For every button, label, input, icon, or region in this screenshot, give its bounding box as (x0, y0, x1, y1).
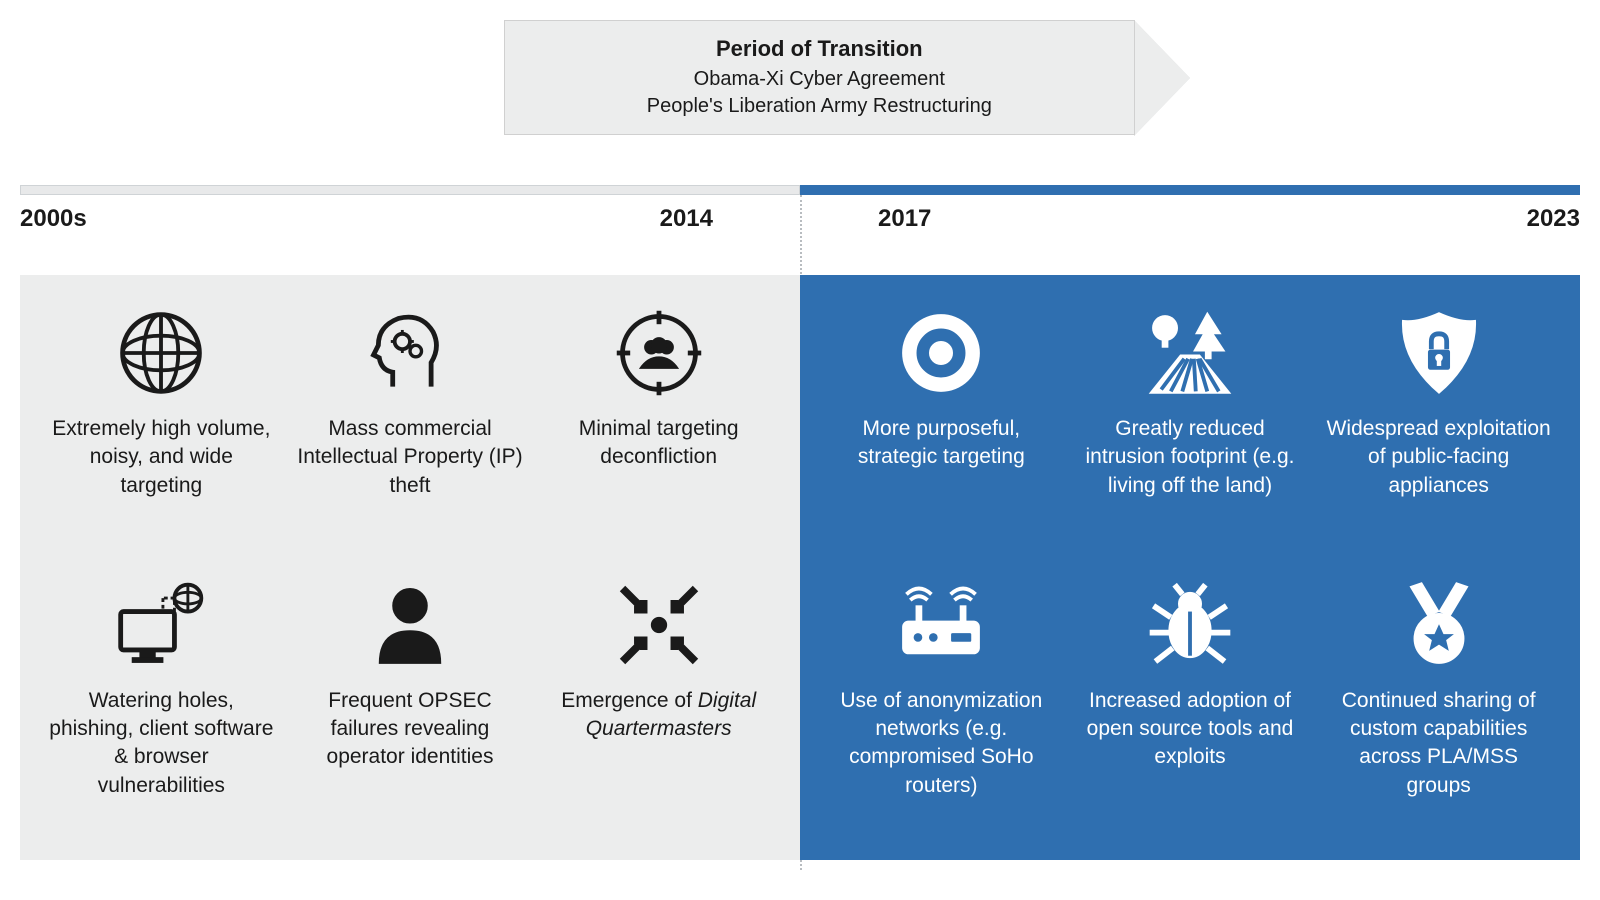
caption: Watering holes, phishing, client softwar… (48, 687, 275, 800)
arrows-converge-icon (611, 577, 707, 673)
caption: Widespread exploitation of public-facing… (1325, 415, 1552, 500)
arrow-head-icon (1135, 21, 1190, 135)
cell-quartermasters: Emergence of Digital Quartermasters (545, 577, 772, 831)
target-icon (893, 305, 989, 401)
head-gears-icon (362, 305, 458, 401)
caption: Mass commercial Intellectual Property (I… (297, 415, 524, 500)
panel-modern-era: More purposeful, strategic targeting Gre… (800, 275, 1580, 860)
globe-icon (113, 305, 209, 401)
cell-anonymization: Use of anonymization networks (e.g. comp… (828, 577, 1055, 831)
router-icon (893, 577, 989, 673)
cell-ip-theft: Mass commercial Intellectual Property (I… (297, 305, 524, 559)
cell-opsec-failures: Frequent OPSEC failures revealing operat… (297, 577, 524, 831)
year-2000s: 2000s (20, 205, 87, 233)
shield-lock-icon (1391, 305, 1487, 401)
comparison-panels: Extremely high volume, noisy, and wide t… (20, 275, 1580, 860)
year-2017: 2017 (878, 205, 931, 233)
caption: Continued sharing of custom capabilities… (1325, 687, 1552, 800)
cell-watering-holes: Watering holes, phishing, client softwar… (48, 577, 275, 831)
timeline-bar (20, 185, 1580, 195)
person-silhouette-icon (362, 577, 458, 673)
cell-open-source: Increased adoption of open source tools … (1077, 577, 1304, 831)
caption: Emergence of Digital Quartermasters (545, 687, 772, 744)
right-grid: More purposeful, strategic targeting Gre… (828, 305, 1552, 830)
medal-star-icon (1391, 577, 1487, 673)
caption: Increased adoption of open source tools … (1077, 687, 1304, 772)
timeline-bar-left (20, 185, 800, 195)
bug-icon (1142, 577, 1238, 673)
cell-deconfliction: Minimal targeting deconfliction (545, 305, 772, 559)
infographic-container: Period of Transition Obama-Xi Cyber Agre… (20, 20, 1580, 880)
cell-strategic-targeting: More purposeful, strategic targeting (828, 305, 1055, 559)
monitor-globe-icon (113, 577, 209, 673)
caption: Use of anonymization networks (e.g. comp… (828, 687, 1055, 800)
caption: More purposeful, strategic targeting (828, 415, 1055, 472)
arrow-subtitle-2: People's Liberation Army Restructuring (647, 93, 992, 120)
year-2014: 2014 (660, 205, 713, 233)
cell-capability-sharing: Continued sharing of custom capabilities… (1325, 577, 1552, 831)
caption: Greatly reduced intrusion footprint (e.g… (1077, 415, 1304, 500)
cell-high-volume: Extremely high volume, noisy, and wide t… (48, 305, 275, 559)
crosshair-group-icon (611, 305, 707, 401)
year-2023: 2023 (1527, 205, 1580, 233)
arrow-title: Period of Transition (716, 36, 923, 62)
transition-arrow: Period of Transition Obama-Xi Cyber Agre… (504, 20, 1190, 135)
arrow-subtitle-1: Obama-Xi Cyber Agreement (694, 66, 945, 93)
caption: Extremely high volume, noisy, and wide t… (48, 415, 275, 500)
cell-public-appliances: Widespread exploitation of public-facing… (1325, 305, 1552, 559)
timeline-bar-right (800, 185, 1580, 195)
field-trees-icon (1142, 305, 1238, 401)
panel-early-era: Extremely high volume, noisy, and wide t… (20, 275, 800, 860)
left-grid: Extremely high volume, noisy, and wide t… (48, 305, 772, 830)
caption: Frequent OPSEC failures revealing operat… (297, 687, 524, 772)
caption: Minimal targeting deconfliction (545, 415, 772, 472)
cell-reduced-footprint: Greatly reduced intrusion footprint (e.g… (1077, 305, 1304, 559)
arrow-body: Period of Transition Obama-Xi Cyber Agre… (504, 20, 1135, 135)
